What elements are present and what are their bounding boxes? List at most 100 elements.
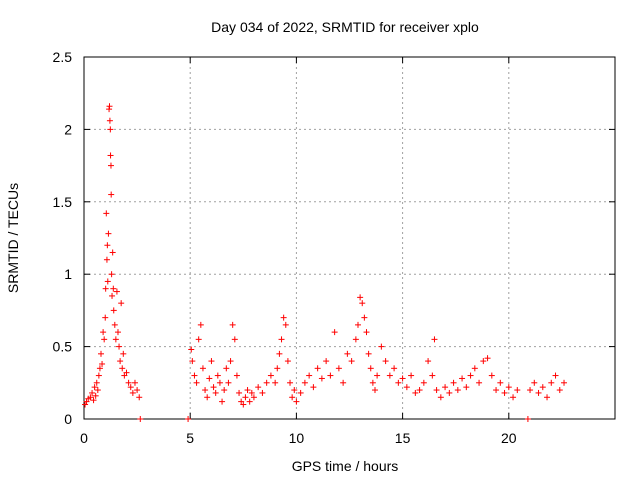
data-point [108,271,115,278]
data-point [484,355,491,362]
y-tick-label: 2 [64,121,72,137]
data-point [250,394,257,401]
data-point [244,387,251,394]
data-point [371,387,378,394]
data-point [476,379,483,386]
data-point [206,375,213,382]
data-point [87,394,94,401]
y-tick-label: 2.5 [53,49,73,65]
data-point [501,389,508,396]
data-point [131,379,138,386]
data-point [274,365,281,372]
data-point [204,394,211,401]
data-point [561,379,568,386]
data-point [93,379,100,386]
data-point [259,389,266,396]
data-point [399,375,406,382]
data-point [109,249,116,256]
data-point [108,191,115,198]
data-point [199,365,206,372]
data-point [363,329,370,336]
data-point [301,379,308,386]
data-point [110,285,117,292]
data-point [82,401,89,408]
data-point [425,358,432,365]
data-point [382,358,389,365]
data-point [127,384,134,391]
data-point [134,387,141,394]
data-point [359,300,366,307]
data-point [92,392,99,399]
data-point [240,401,247,408]
data-point [105,230,112,237]
data-point [391,365,398,372]
data-point [236,389,243,396]
data-point [117,358,124,365]
data-point [104,278,111,285]
data-point [116,343,123,350]
data-point [103,210,110,217]
x-tick-label: 0 [80,430,88,446]
data-point [185,416,192,422]
data-point [556,387,563,394]
data-point [136,394,143,401]
data-point [514,387,521,394]
data-point [412,389,419,396]
data-point [531,379,538,386]
data-point [189,358,196,365]
data-point [208,358,215,365]
data-point [527,387,534,394]
data-point [408,372,415,379]
data-point [219,398,226,405]
data-point [524,416,531,422]
x-axis-label: GPS time / hours [292,458,399,474]
data-point [101,336,108,343]
data-point [386,372,393,379]
data-point [100,329,107,336]
data-point [210,384,217,391]
data-point [361,314,368,321]
data-point [459,375,466,382]
data-point [433,387,440,394]
chart-title: Day 034 of 2022, SRMTID for receiver xpl… [211,19,479,35]
y-tick-label: 1.5 [53,194,73,210]
data-point [223,365,230,372]
data-point [95,372,102,379]
data-point [293,398,300,405]
data-point [367,365,374,372]
data-point [114,329,121,336]
data-point [497,379,504,386]
data-point [318,375,325,382]
data-point [229,321,236,328]
data-point [450,379,457,386]
grid [84,57,615,419]
data-point [225,379,232,386]
data-point [242,394,249,401]
data-point [102,314,109,321]
data-point [446,389,453,396]
data-point [278,336,285,343]
data-point [90,397,97,404]
data-point [276,350,283,357]
data-point [510,394,517,401]
data-point [255,384,262,391]
data-point [505,384,512,391]
y-tick-label: 0 [64,411,72,427]
data-point [193,379,200,386]
x-tick-label: 5 [186,430,194,446]
data-point [340,379,347,386]
data-point [493,387,500,394]
data-point [344,350,351,357]
data-point [437,394,444,401]
data-point [227,358,234,365]
data-point [233,372,240,379]
data-point [107,126,114,133]
data-point [214,372,221,379]
data-point [221,387,228,394]
data-point [539,384,546,391]
data-point [378,343,385,350]
y-axis-label: SRMTID / TECUs [5,183,21,293]
data-point [369,379,376,386]
